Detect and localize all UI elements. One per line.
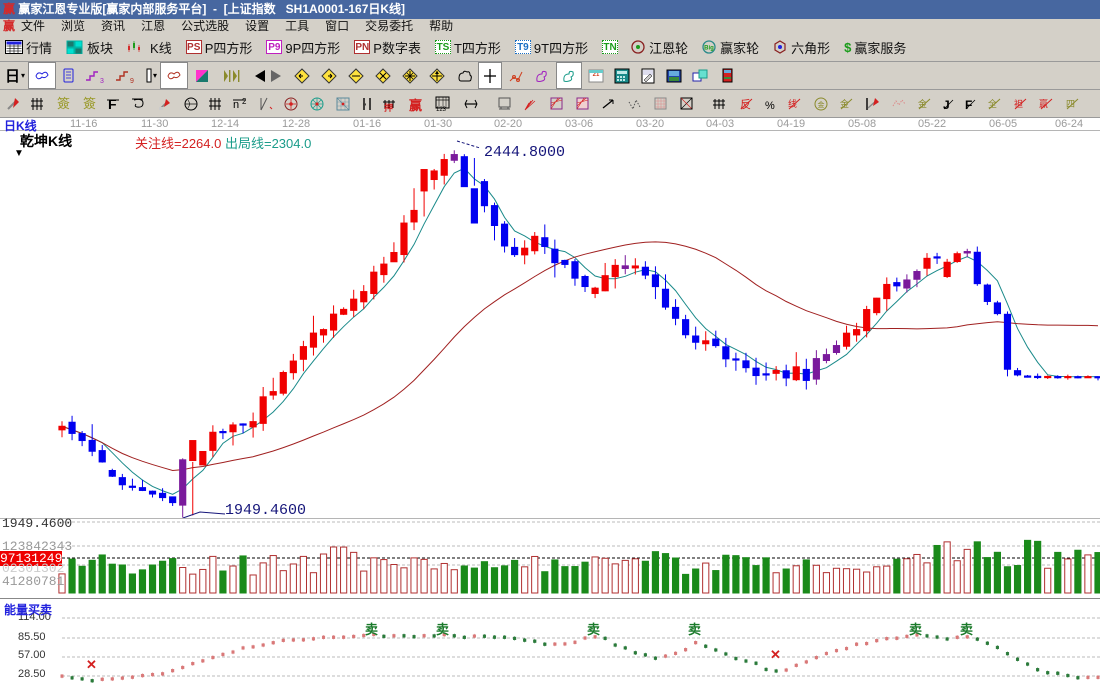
svg-text:簽: 簽 xyxy=(57,96,70,111)
svg-text:F: F xyxy=(965,98,972,112)
svg-text:金: 金 xyxy=(818,100,825,109)
svg-text:n: n xyxy=(233,99,239,111)
svg-text:Big: Big xyxy=(704,46,714,52)
svg-text:F: F xyxy=(108,96,117,112)
svg-text:9: 9 xyxy=(130,78,134,84)
svg-text:簽: 簽 xyxy=(83,96,96,111)
svg-text:123: 123 xyxy=(436,107,447,112)
svg-text:": " xyxy=(363,102,366,112)
svg-text:押: 押 xyxy=(384,102,393,112)
svg-text:%: % xyxy=(765,100,775,112)
svg-text:赢: 赢 xyxy=(409,98,422,112)
svg-text:四: 四 xyxy=(1066,99,1075,109)
svg-text:J: J xyxy=(943,98,950,112)
svg-text:3: 3 xyxy=(100,78,104,84)
svg-text:2: 2 xyxy=(242,97,247,106)
